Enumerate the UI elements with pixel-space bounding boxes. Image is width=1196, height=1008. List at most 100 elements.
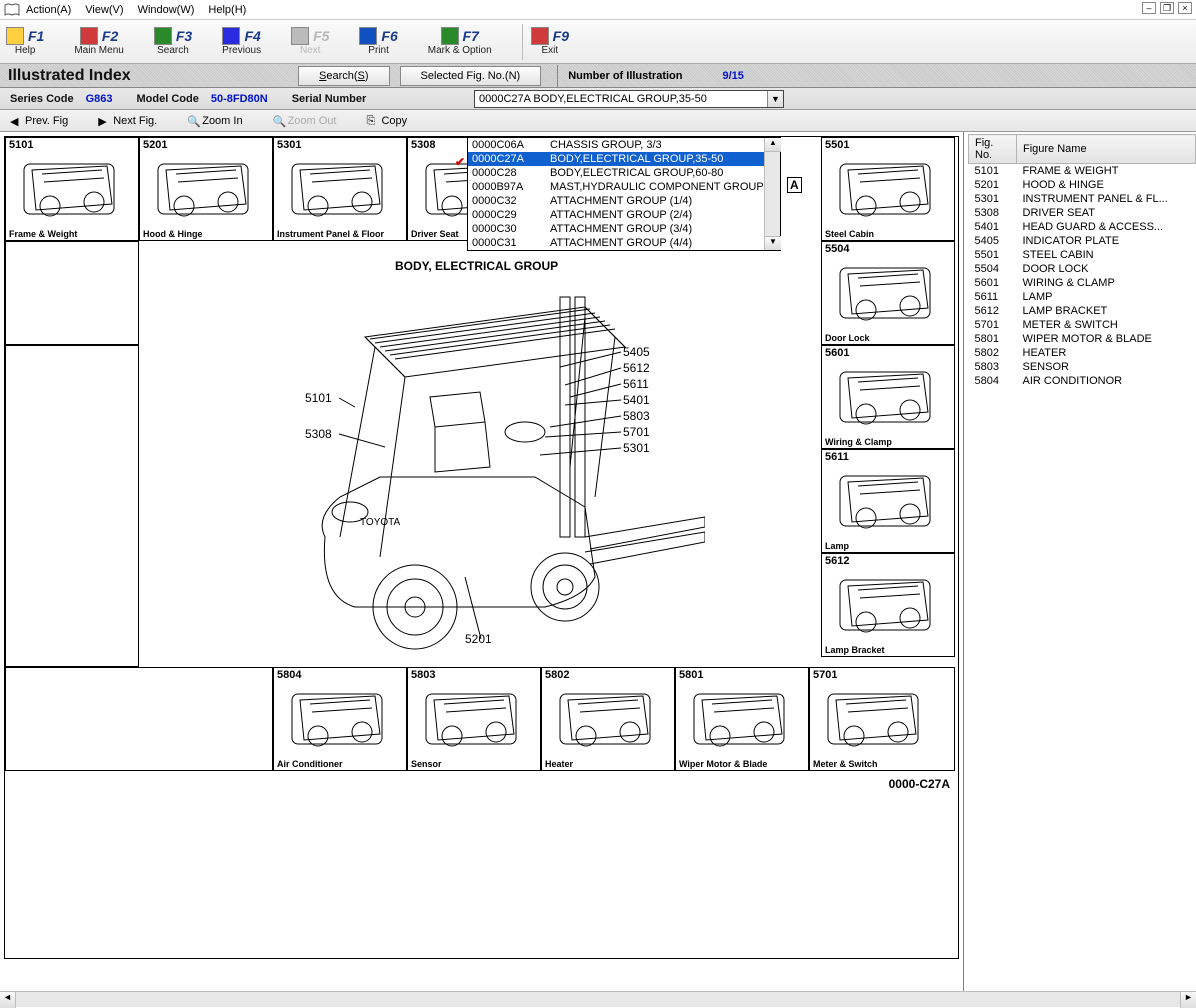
figure-dropdown[interactable]: 0000C06ACHASSIS GROUP, 3/30000C27ABODY,E… xyxy=(467,137,781,251)
figure-list-panel: Fig. No. Figure Name 5101FRAME & WEIGHT5… xyxy=(964,132,1196,1007)
col-fig-no[interactable]: Fig. No. xyxy=(969,135,1017,164)
toolbar-mark-option[interactable]: F7Mark & Option xyxy=(428,27,492,56)
thumb-5201[interactable]: 5201 Hood & Hinge xyxy=(139,137,273,241)
figure-row[interactable]: 5803SENSOR xyxy=(969,360,1196,374)
model-code-label: Model Code xyxy=(137,93,199,105)
dropdown-item[interactable]: 0000C31ATTACHMENT GROUP (4/4) xyxy=(468,236,780,250)
menu-bar: Action(A) View(V) Window(W) Help(H) – ❐ … xyxy=(0,0,1196,20)
series-code-label: Series Code xyxy=(10,93,74,105)
toolbar-previous[interactable]: F4Previous xyxy=(222,27,261,56)
callout-label: 5201 xyxy=(465,632,492,646)
central-group-title: BODY, ELECTRICAL GROUP xyxy=(395,259,558,273)
figure-row[interactable]: 5804AIR CONDITIONOR xyxy=(969,374,1196,388)
figure-row[interactable]: 5301INSTRUMENT PANEL & FL... xyxy=(969,192,1196,206)
horizontal-scrollbar[interactable]: ◄ ► xyxy=(0,991,1196,1007)
selected-fig-button[interactable]: Selected Fig. No.(N) xyxy=(400,66,542,86)
menu-action[interactable]: Action(A) xyxy=(26,4,71,16)
model-code-value: 50-8FD80N xyxy=(211,93,268,105)
callout-label: 5401 xyxy=(623,393,650,407)
empty-cell xyxy=(5,345,139,667)
thumb-5701[interactable]: 5701 Meter & Switch xyxy=(809,667,955,771)
callout-label: 5612 xyxy=(623,361,650,375)
figure-row[interactable]: 5601WIRING & CLAMP xyxy=(969,276,1196,290)
canvas-wrap: ✔ 0000C06ACHASSIS GROUP, 3/30000C27ABODY… xyxy=(0,132,964,1007)
thumb-5501[interactable]: 5501 Steel Cabin xyxy=(821,137,955,241)
menu-help[interactable]: Help(H) xyxy=(208,4,246,16)
subtool-next-fig-[interactable]: ▶Next Fig. xyxy=(98,115,157,127)
callout-label: 5803 xyxy=(623,409,650,423)
callout-label: 5308 xyxy=(305,427,332,441)
dropdown-item[interactable]: 0000C27ABODY,ELECTRICAL GROUP,35-50 xyxy=(468,152,780,166)
thumb-5802[interactable]: 5802 Heater xyxy=(541,667,675,771)
forklift-illustration: TOYOTA xyxy=(285,277,705,657)
hidden-caption: A xyxy=(787,177,802,193)
scroll-up-icon[interactable]: ▲ xyxy=(765,138,781,152)
thumb-5504[interactable]: 5504 Door Lock xyxy=(821,241,955,345)
dropdown-item[interactable]: 0000C32ATTACHMENT GROUP (1/4) xyxy=(468,194,780,208)
dropdown-item[interactable]: 0000C30ATTACHMENT GROUP (3/4) xyxy=(468,222,780,236)
illustration-canvas: ✔ 0000C06ACHASSIS GROUP, 3/30000C27ABODY… xyxy=(4,136,959,959)
figure-row[interactable]: 5501STEEL CABIN xyxy=(969,248,1196,262)
figure-row[interactable]: 5308DRIVER SEAT xyxy=(969,206,1196,220)
thumb-5101[interactable]: 5101 Frame & Weight xyxy=(5,137,139,241)
dropdown-scrollbar[interactable]: ▲ ▼ xyxy=(764,138,780,250)
thumb-5601[interactable]: 5601 Wiring & Clamp xyxy=(821,345,955,449)
checkmark-icon: ✔ xyxy=(455,155,465,169)
callout-label: 5301 xyxy=(623,441,650,455)
callout-label: 5611 xyxy=(623,377,649,391)
subtool-zoom-in[interactable]: 🔍Zoom In xyxy=(187,115,242,127)
toolbar-next: F5Next xyxy=(291,27,329,56)
thumb-5801[interactable]: 5801 Wiper Motor & Blade xyxy=(675,667,809,771)
book-icon xyxy=(4,3,20,17)
empty-cell xyxy=(5,241,139,345)
subtool-prev-fig[interactable]: ◀Prev. Fig xyxy=(10,115,68,127)
serial-number-label: Serial Number xyxy=(292,93,367,105)
dropdown-item[interactable]: 0000C29ATTACHMENT GROUP (2/4) xyxy=(468,208,780,222)
scroll-left-icon[interactable]: ◄ xyxy=(0,992,16,1008)
thumb-5804[interactable]: 5804 Air Conditioner xyxy=(273,667,407,771)
figure-row[interactable]: 5802HEATER xyxy=(969,346,1196,360)
subtool-zoom-out: 🔍Zoom Out xyxy=(273,115,337,127)
figure-row[interactable]: 5401HEAD GUARD & ACCESS... xyxy=(969,220,1196,234)
figure-row[interactable]: 5101FRAME & WEIGHT xyxy=(969,164,1196,179)
figure-row[interactable]: 5701METER & SWITCH xyxy=(969,318,1196,332)
figure-row[interactable]: 5801WIPER MOTOR & BLADE xyxy=(969,332,1196,346)
dropdown-item[interactable]: 0000C28BODY,ELECTRICAL GROUP,60-80 xyxy=(468,166,780,180)
toolbar-exit[interactable]: F9Exit xyxy=(531,27,569,56)
maximize-button[interactable]: ❐ xyxy=(1160,2,1174,14)
figure-row[interactable]: 5612LAMP BRACKET xyxy=(969,304,1196,318)
dropdown-item[interactable]: 0000B97AMAST,HYDRAULIC COMPONENT GROUP xyxy=(468,180,780,194)
toolbar-main-menu[interactable]: F2Main Menu xyxy=(74,27,123,56)
info-row: Series Code G863 Model Code 50-8FD80N Se… xyxy=(0,88,1196,110)
toolbar-search[interactable]: F3Search xyxy=(154,27,192,56)
close-button[interactable]: × xyxy=(1178,2,1192,14)
toolbar-print[interactable]: F6Print xyxy=(359,27,397,56)
page-code: 0000-C27A xyxy=(889,777,950,791)
thumb-5803[interactable]: 5803 Sensor xyxy=(407,667,541,771)
combo-arrow-icon[interactable]: ▼ xyxy=(767,91,783,107)
main-area: ✔ 0000C06ACHASSIS GROUP, 3/30000C27ABODY… xyxy=(0,132,1196,1007)
callout-label: 5701 xyxy=(623,425,650,439)
svg-text:TOYOTA: TOYOTA xyxy=(360,517,401,528)
search-button[interactable]: Search(S) xyxy=(298,66,390,86)
scroll-down-icon[interactable]: ▼ xyxy=(765,236,781,250)
toolbar-help[interactable]: F1Help xyxy=(6,27,44,56)
figure-row[interactable]: 5504DOOR LOCK xyxy=(969,262,1196,276)
figure-combo-text: 0000C27A BODY,ELECTRICAL GROUP,35-50 xyxy=(479,93,707,105)
figure-combo[interactable]: 0000C27A BODY,ELECTRICAL GROUP,35-50 ▼ xyxy=(474,90,784,108)
figure-row[interactable]: 5201HOOD & HINGE xyxy=(969,178,1196,192)
minimize-button[interactable]: – xyxy=(1142,2,1156,14)
scroll-right-icon[interactable]: ► xyxy=(1180,992,1196,1008)
callout-label: 5405 xyxy=(623,345,650,359)
thumb-5612[interactable]: 5612 Lamp Bracket xyxy=(821,553,955,657)
dropdown-item[interactable]: 0000C06ACHASSIS GROUP, 3/3 xyxy=(468,138,780,152)
subtool-copy[interactable]: ⎘Copy xyxy=(366,115,407,127)
thumb-5611[interactable]: 5611 Lamp xyxy=(821,449,955,553)
main-toolbar: F1Help F2Main Menu F3Search F4Previous F5Nex… xyxy=(0,20,1196,64)
menu-window[interactable]: Window(W) xyxy=(138,4,195,16)
menu-view[interactable]: View(V) xyxy=(85,4,123,16)
figure-row[interactable]: 5611LAMP xyxy=(969,290,1196,304)
figure-row[interactable]: 5405INDICATOR PLATE xyxy=(969,234,1196,248)
col-fig-name[interactable]: Figure Name xyxy=(1017,135,1196,164)
thumb-5301[interactable]: 5301 Instrument Panel & Floor xyxy=(273,137,407,241)
